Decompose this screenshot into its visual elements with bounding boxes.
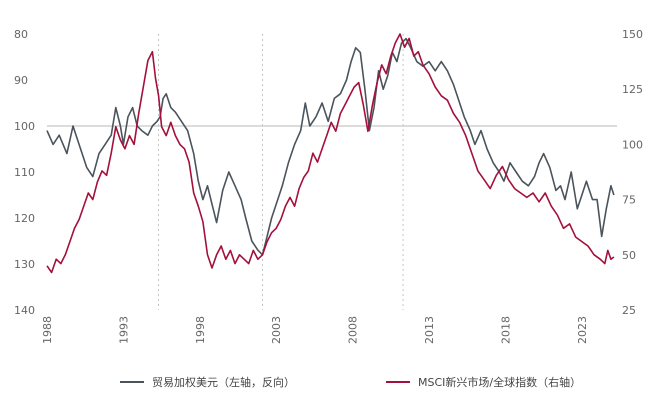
x-tick-label: 2003 [270,316,283,344]
left-y-tick-label: 100 [14,120,35,133]
legend-label-dollar: 贸易加权美元（左轴，反向） [152,376,295,389]
axis-layer: 80 90 100 110 120 130 140 150 125 100 75 50 25 1988 19… [14,28,643,344]
legend-item-msci: MSCI新兴市场/全球指数（右轴） [386,374,581,390]
left-y-tick-label: 120 [14,212,35,225]
series-line-dollar [46,37,615,256]
right-y-tick-label: 150 [622,28,643,41]
right-y-tick-label: 75 [622,194,636,207]
right-y-tick-label: 25 [622,304,636,317]
x-tick-label: 2008 [347,316,360,344]
legend: 贸易加权美元（左轴，反向） MSCI新兴市场/全球指数（右轴） [0,374,665,394]
right-y-tick-label: 100 [622,138,643,151]
series-layer [46,33,615,274]
legend-swatch-msci [386,381,410,383]
x-tick-label: 2013 [423,316,436,344]
left-y-tick-label: 80 [14,28,28,41]
legend-item-dollar: 贸易加权美元（左轴，反向） [120,374,295,390]
legend-swatch-dollar [120,381,144,383]
series-line-msci [46,33,615,274]
left-y-tick-label: 130 [14,258,35,271]
x-tick-label: 1988 [41,316,54,344]
left-y-tick-label: 110 [14,166,35,179]
left-y-tick-label: 90 [14,74,28,87]
reference-layer [47,34,617,310]
right-y-tick-label: 125 [622,83,643,96]
x-tick-label: 2018 [499,316,512,344]
right-y-tick-label: 50 [622,249,636,262]
x-tick-label: 1993 [117,316,130,344]
x-tick-label: 1998 [194,316,207,344]
legend-label-msci: MSCI新兴市场/全球指数（右轴） [418,376,582,389]
left-y-tick-label: 140 [14,304,35,317]
x-tick-label: 2023 [576,316,589,344]
